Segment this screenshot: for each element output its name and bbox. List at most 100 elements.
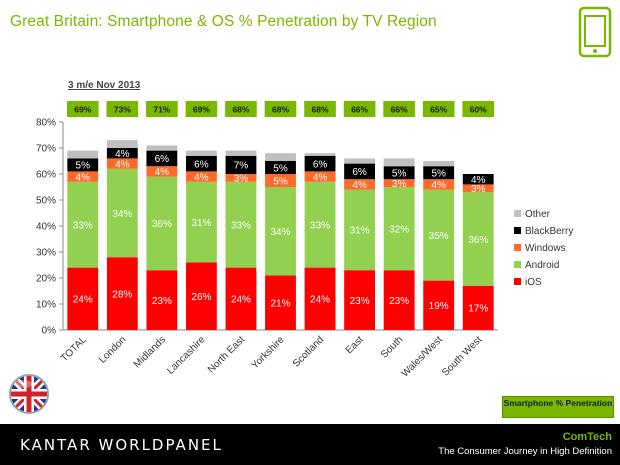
data-label-ios: 24%	[310, 295, 330, 306]
data-label-android: 33%	[73, 221, 93, 232]
bar-segment-blackberry	[462, 174, 494, 185]
data-label-blackberry: 5%	[273, 163, 288, 174]
bar-segment-android	[344, 189, 376, 271]
data-label-blackberry: 4%	[115, 149, 130, 160]
data-label-android: 33%	[310, 221, 330, 232]
data-label-ios: 19%	[429, 301, 449, 312]
y-tick-label: 0%	[42, 326, 57, 337]
data-label-blackberry: 6%	[313, 159, 328, 170]
bar-segment-other	[265, 153, 296, 161]
data-label-android: 34%	[270, 227, 290, 238]
data-label-ios: 28%	[112, 289, 132, 300]
data-label-blackberry: 7%	[234, 161, 249, 172]
bar-segment-blackberry	[383, 166, 415, 180]
x-category-label: North East	[206, 334, 247, 375]
legend-label-android: Android	[525, 260, 559, 271]
data-label-blackberry: 4%	[471, 175, 486, 186]
data-label-windows: 5%	[273, 176, 288, 187]
bar-segment-windows	[106, 158, 138, 169]
product-tagline: The Consumer Journey in High Definition	[438, 446, 612, 457]
bar-segment-android	[67, 181, 99, 268]
penetration-value: 71%	[153, 105, 170, 115]
y-tick-label: 20%	[36, 274, 56, 285]
bar-segment-blackberry	[344, 163, 376, 180]
stacked-bar-chart: 0%10%20%30%40%50%60%70%80%24%33%4%5%TOTA…	[36, 101, 573, 379]
data-label-android: 34%	[112, 209, 132, 220]
bar-segment-ios	[106, 257, 138, 330]
legend-swatch-blackberry	[514, 227, 521, 234]
data-label-windows: 3%	[392, 179, 407, 190]
legend-label-other: Other	[525, 209, 551, 220]
bar-segment-ios	[225, 267, 257, 330]
penetration-value: 68%	[312, 105, 329, 115]
bar-segment-other	[383, 158, 415, 167]
y-tick-label: 10%	[36, 300, 56, 311]
legend-swatch-other	[514, 210, 521, 217]
data-label-android: 31%	[350, 226, 370, 237]
bar-segment-ios	[423, 280, 455, 330]
data-label-windows: 4%	[313, 172, 328, 183]
data-label-android: 35%	[429, 231, 449, 242]
penetration-box	[106, 101, 139, 117]
bar-segment-android	[146, 176, 178, 271]
bar-segment-other	[185, 150, 217, 156]
bar-segment-android	[462, 192, 494, 286]
x-category-label: Midlands	[132, 334, 168, 370]
bar-segment-ios	[304, 267, 336, 330]
x-category-label: Wales/West	[400, 334, 445, 379]
data-label-ios: 21%	[270, 299, 290, 310]
period-label: 3 m/e Nov 2013	[68, 80, 141, 91]
penetration-value: 66%	[351, 105, 368, 115]
bar-segment-ios	[146, 270, 178, 330]
bar-segment-windows	[304, 171, 336, 182]
bar-segment-blackberry	[185, 155, 217, 172]
bar-segment-windows	[225, 174, 257, 182]
penetration-box	[264, 101, 297, 117]
x-category-label: South	[379, 334, 405, 360]
data-label-blackberry: 6%	[194, 159, 209, 170]
data-label-ios: 26%	[191, 292, 211, 303]
bar-segment-android	[383, 187, 415, 271]
data-label-android: 31%	[191, 218, 211, 229]
data-label-windows: 4%	[76, 172, 91, 183]
data-label-ios: 24%	[231, 295, 251, 306]
bar-segment-blackberry	[106, 148, 138, 159]
penetration-box	[304, 101, 336, 117]
bar-segment-windows	[344, 179, 376, 190]
page-title: Great Britain: Smartphone & OS % Penetra…	[10, 13, 437, 30]
penetration-box	[66, 101, 99, 117]
bar-segment-other	[225, 150, 257, 156]
bar-segment-android	[185, 181, 217, 263]
legend-label-blackberry: BlackBerry	[525, 226, 573, 237]
y-tick-label: 50%	[36, 196, 56, 207]
x-category-label: Scotland	[291, 334, 326, 369]
data-label-android: 36%	[468, 235, 488, 246]
data-label-windows: 3%	[471, 184, 486, 195]
data-label-ios: 23%	[350, 296, 370, 307]
bar-segment-windows	[185, 171, 217, 182]
bar-segment-blackberry	[225, 155, 257, 174]
data-label-windows: 4%	[352, 180, 367, 191]
bar-segment-android	[265, 187, 296, 276]
legend-label-windows: Windows	[525, 243, 566, 254]
bar-segment-blackberry	[265, 161, 296, 174]
smartphone-penetration-legend: Smartphone % Penetration	[502, 396, 614, 418]
data-label-blackberry: 5%	[431, 169, 446, 180]
legend-swatch-android	[514, 261, 521, 268]
bar-segment-other	[423, 161, 455, 167]
data-label-windows: 4%	[431, 180, 446, 191]
penetration-box	[343, 101, 376, 117]
bar-segment-android	[304, 181, 336, 268]
bar-segment-windows	[423, 179, 455, 190]
x-category-label: London	[97, 334, 128, 365]
bar-segment-ios	[383, 270, 415, 330]
bar-segment-other	[67, 150, 99, 159]
penetration-value: 60%	[470, 105, 487, 115]
y-tick-label: 60%	[36, 170, 56, 181]
smartphone-icon	[578, 6, 612, 58]
penetration-box	[185, 101, 218, 117]
x-category-label: Lancashire	[165, 334, 208, 377]
penetration-box	[146, 101, 178, 117]
penetration-box	[383, 101, 415, 117]
penetration-value: 73%	[114, 105, 131, 115]
